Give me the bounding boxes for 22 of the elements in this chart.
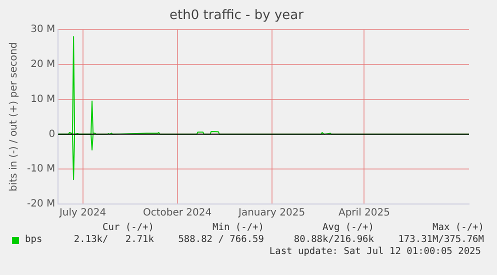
x-tick-label: April 2025	[338, 208, 390, 219]
text: 588.82 / 766.59	[177, 234, 264, 246]
x-tick-label: January 2025	[238, 208, 306, 219]
text: Max (-/+)	[432, 222, 484, 234]
chart-title: eth0 traffic - by year	[170, 8, 304, 24]
text: Min (-/+)	[212, 222, 264, 234]
text: 2.13k/ 2.71k	[72, 234, 154, 246]
text: Cur (-/+)	[102, 222, 154, 234]
legend-label: bps	[25, 234, 42, 246]
y-axis-title: bits in (-) / out (+) per second	[8, 42, 20, 192]
x-tick-label: July 2024	[58, 208, 106, 219]
text: Last update: Sat Jul 12 01:00:05 2025	[268, 246, 481, 258]
y-tick-label: 0	[48, 128, 56, 140]
y-tick-label: 10 M	[30, 94, 56, 105]
y-tick-label: 30 M	[30, 24, 56, 36]
text: Avg (-/+)	[322, 222, 374, 234]
y-tick-label: 20 M	[30, 59, 56, 70]
y-tick-label: -20 M	[27, 198, 56, 210]
text: 80.88k/216.96k	[292, 234, 374, 246]
text: 173.31M/375.76M	[397, 234, 484, 246]
x-tick-label: October 2024	[142, 208, 212, 219]
y-tick-label: -10 M	[27, 164, 56, 175]
